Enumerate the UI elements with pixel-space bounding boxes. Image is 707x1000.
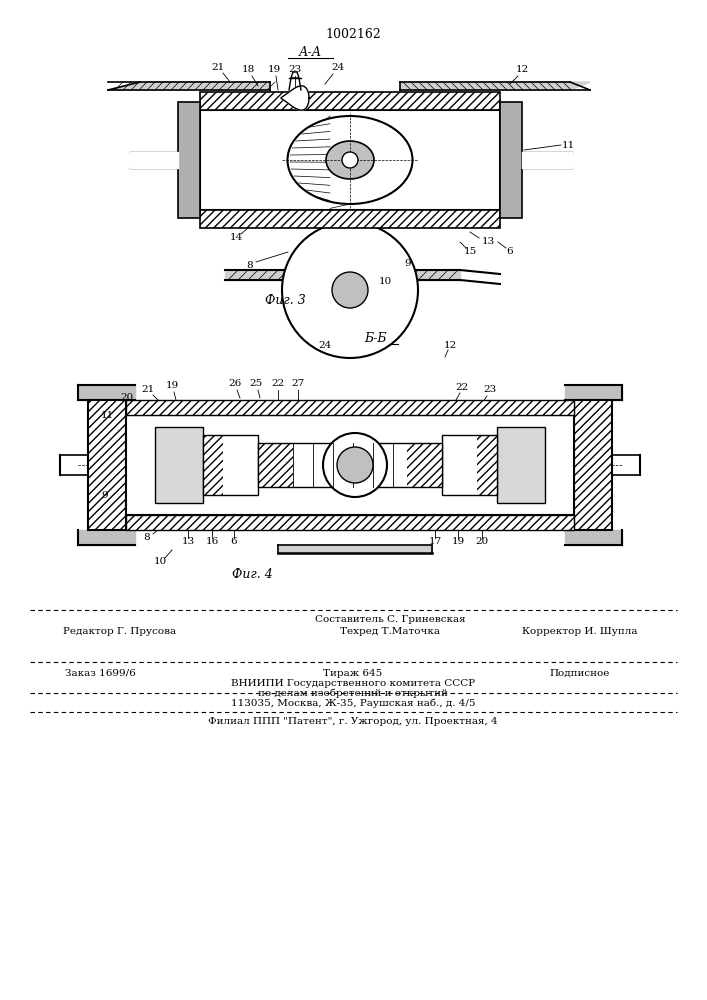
Text: Корректор И. Шупла: Корректор И. Шупла: [522, 628, 638, 637]
Text: 113035, Москва, Ж-35, Раушская наб., д. 4/5: 113035, Москва, Ж-35, Раушская наб., д. …: [230, 698, 475, 708]
Text: 12: 12: [515, 66, 529, 75]
Text: ВНИИПИ Государственного комитета СССР: ВНИИПИ Государственного комитета СССР: [231, 678, 475, 688]
Text: 21: 21: [141, 385, 155, 394]
Bar: [126, 515, 574, 530]
Text: 20: 20: [120, 393, 134, 402]
Text: 13: 13: [182, 538, 194, 546]
Text: 20: 20: [475, 538, 489, 546]
Bar: [477, 435, 497, 495]
Text: 11: 11: [100, 410, 114, 420]
Text: А-А: А-А: [298, 45, 322, 58]
Text: 9: 9: [102, 490, 108, 499]
Circle shape: [342, 152, 358, 168]
Bar: [500, 102, 522, 218]
Text: 19: 19: [267, 66, 281, 75]
Text: 19: 19: [451, 538, 464, 546]
Polygon shape: [400, 82, 590, 90]
Circle shape: [337, 447, 373, 483]
Text: 15: 15: [463, 247, 477, 256]
Text: 9: 9: [404, 259, 411, 268]
Text: по делам изобретений и открытий: по делам изобретений и открытий: [258, 688, 448, 698]
Bar: [200, 210, 500, 228]
Bar: [203, 435, 258, 495]
Bar: [126, 400, 574, 415]
Bar: [497, 427, 545, 503]
Text: Редактор Г. Прусова: Редактор Г. Прусова: [64, 628, 177, 637]
Text: Техред Т.Маточка: Техред Т.Маточка: [340, 628, 440, 637]
Bar: [178, 102, 200, 218]
Text: 1002162: 1002162: [325, 28, 381, 41]
Bar: [203, 435, 223, 495]
Text: 23: 23: [484, 385, 496, 394]
Text: 17: 17: [428, 538, 442, 546]
Bar: [574, 400, 612, 530]
Text: 19: 19: [165, 381, 179, 390]
Bar: [258, 443, 293, 487]
Text: 23: 23: [288, 66, 302, 75]
Bar: [88, 400, 126, 530]
Text: 16: 16: [205, 538, 218, 546]
Text: 14: 14: [229, 233, 243, 242]
Text: Фиг. 3: Фиг. 3: [264, 294, 305, 306]
Text: 6: 6: [230, 538, 238, 546]
Text: Составитель С. Гриневская: Составитель С. Гриневская: [315, 615, 465, 624]
Text: 24: 24: [318, 340, 332, 350]
Text: 22: 22: [271, 379, 285, 388]
Text: 27: 27: [291, 379, 305, 388]
Text: 10: 10: [378, 277, 392, 286]
Circle shape: [282, 222, 418, 358]
Text: 11: 11: [561, 140, 575, 149]
Text: 18: 18: [241, 66, 255, 75]
Text: 24: 24: [332, 64, 344, 73]
Text: 21: 21: [211, 64, 225, 73]
Bar: [574, 400, 612, 530]
Text: 12: 12: [443, 340, 457, 350]
Bar: [126, 415, 574, 515]
Text: 22: 22: [189, 125, 203, 134]
Text: Б-Б: Б-Б: [363, 332, 386, 344]
Text: Филиал ППП "Патент", г. Ужгород, ул. Проектная, 4: Филиал ППП "Патент", г. Ужгород, ул. Про…: [208, 718, 498, 726]
Bar: [88, 400, 126, 530]
Bar: [126, 515, 574, 530]
Bar: [155, 427, 203, 503]
Text: 25: 25: [250, 379, 262, 388]
Text: 10: 10: [153, 558, 167, 566]
Text: 26: 26: [228, 379, 242, 388]
Text: 22: 22: [455, 383, 469, 392]
Bar: [200, 110, 500, 210]
Text: Фиг. 4: Фиг. 4: [232, 568, 272, 582]
Ellipse shape: [326, 141, 374, 179]
Text: 8: 8: [247, 260, 253, 269]
Ellipse shape: [288, 116, 412, 204]
Bar: [258, 443, 442, 487]
Circle shape: [323, 433, 387, 497]
Text: Заказ 1699/6: Заказ 1699/6: [64, 668, 135, 678]
Text: 6: 6: [507, 247, 513, 256]
Bar: [200, 210, 500, 228]
Bar: [126, 400, 574, 415]
Polygon shape: [108, 82, 270, 90]
Text: Тираж 645: Тираж 645: [323, 668, 382, 678]
Bar: [442, 435, 497, 495]
Text: 13: 13: [481, 237, 495, 246]
Bar: [407, 443, 442, 487]
Polygon shape: [281, 86, 309, 110]
Bar: [200, 92, 500, 110]
Bar: [200, 92, 500, 110]
Text: 8: 8: [144, 534, 151, 542]
Text: Подписное: Подписное: [550, 668, 610, 678]
Circle shape: [332, 272, 368, 308]
